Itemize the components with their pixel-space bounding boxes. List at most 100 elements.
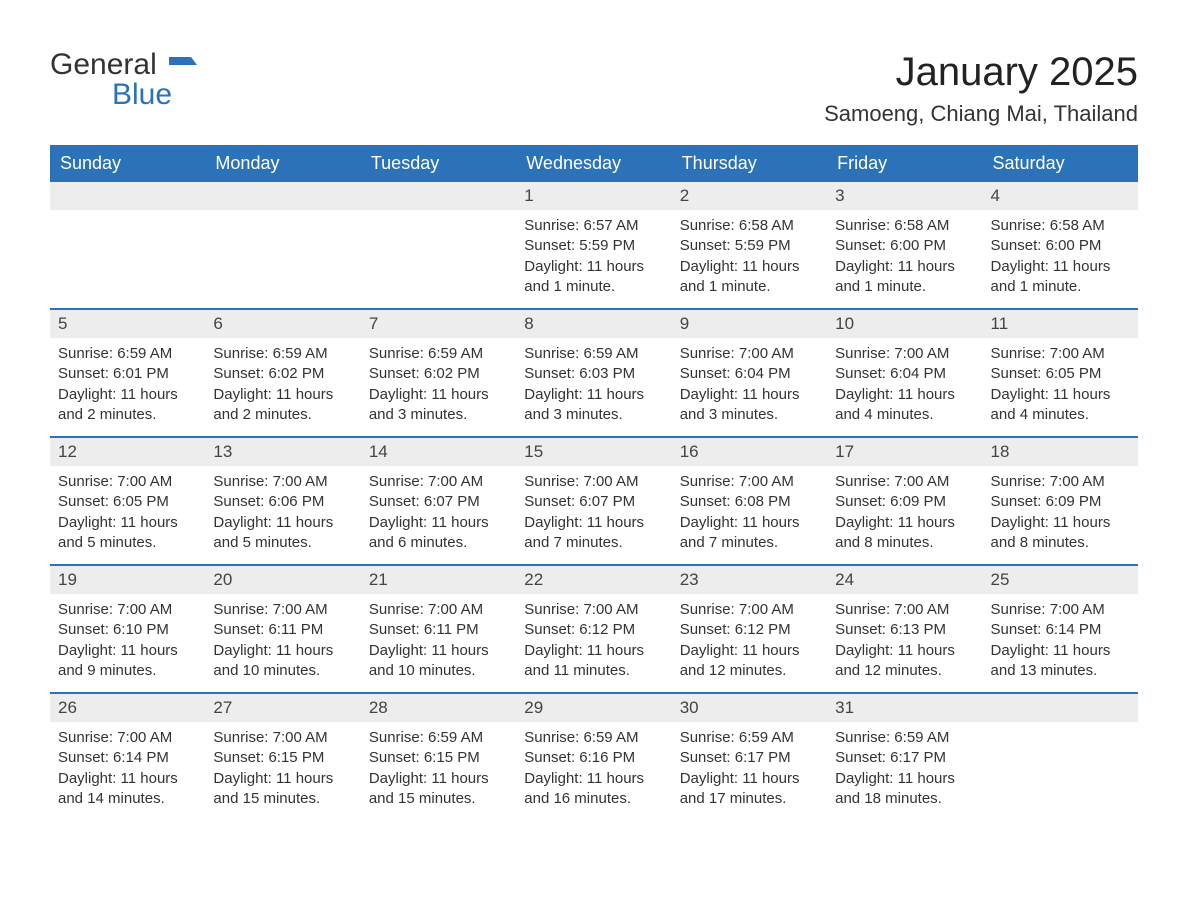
day-number: 30 bbox=[672, 694, 827, 722]
day-header-wed: Wednesday bbox=[516, 145, 671, 182]
sunrise-text: Sunrise: 7:00 AM bbox=[213, 600, 352, 620]
daylight-text: Daylight: 11 hours and 1 minute. bbox=[991, 257, 1130, 298]
day-number bbox=[361, 182, 516, 210]
calendar-week: 12Sunrise: 7:00 AMSunset: 6:05 PMDayligh… bbox=[50, 436, 1138, 564]
calendar-cell: 26Sunrise: 7:00 AMSunset: 6:14 PMDayligh… bbox=[50, 694, 205, 820]
calendar-cell: 4Sunrise: 6:58 AMSunset: 6:00 PMDaylight… bbox=[983, 182, 1138, 308]
day-number: 21 bbox=[361, 566, 516, 594]
sunrise-text: Sunrise: 6:58 AM bbox=[991, 216, 1130, 236]
sunrise-text: Sunrise: 6:59 AM bbox=[213, 344, 352, 364]
daylight-text: Daylight: 11 hours and 3 minutes. bbox=[524, 385, 663, 426]
sunset-text: Sunset: 6:10 PM bbox=[58, 620, 197, 640]
calendar-header-row: Sunday Monday Tuesday Wednesday Thursday… bbox=[50, 145, 1138, 182]
daylight-text: Daylight: 11 hours and 13 minutes. bbox=[991, 641, 1130, 682]
calendar-cell: 13 Sunrise: 7:00 AMSunset: 6:06 PMDayligh… bbox=[205, 438, 360, 564]
calendar-cell: 6Sunrise: 6:59 AMSunset: 6:02 PMDaylight… bbox=[205, 310, 360, 436]
daylight-text: Daylight: 11 hours and 5 minutes. bbox=[213, 513, 352, 554]
day-number: 13 bbox=[205, 438, 360, 466]
sunset-text: Sunset: 6:14 PM bbox=[58, 748, 197, 768]
day-number: 5 bbox=[50, 310, 205, 338]
calendar-body: 1Sunrise: 6:57 AMSunset: 5:59 PMDaylight… bbox=[50, 182, 1138, 820]
daylight-text: Daylight: 11 hours and 12 minutes. bbox=[835, 641, 974, 682]
daylight-text: Daylight: 11 hours and 1 minute. bbox=[680, 257, 819, 298]
sunrise-text: Sunrise: 7:00 AM bbox=[369, 600, 508, 620]
sunrise-text: Sunrise: 7:00 AM bbox=[680, 472, 819, 492]
day-info: Sunrise: 7:00 AMSunset: 6:11 PMDaylight:… bbox=[361, 594, 516, 691]
day-number: 23 bbox=[672, 566, 827, 594]
day-number: 1 bbox=[516, 182, 671, 210]
sunrise-text: Sunrise: 6:57 AM bbox=[524, 216, 663, 236]
sunrise-text: Sunrise: 6:59 AM bbox=[369, 728, 508, 748]
day-info: Sunrise: 6:59 AMSunset: 6:01 PMDaylight:… bbox=[50, 338, 205, 435]
sunset-text: Sunset: 6:00 PM bbox=[991, 236, 1130, 256]
calendar-cell bbox=[983, 694, 1138, 820]
day-info: Sunrise: 6:59 AMSunset: 6:02 PMDaylight:… bbox=[361, 338, 516, 435]
day-number: 20 bbox=[205, 566, 360, 594]
sunset-text: Sunset: 6:09 PM bbox=[991, 492, 1130, 512]
sunset-text: Sunset: 6:03 PM bbox=[524, 364, 663, 384]
sunrise-text: Sunrise: 6:59 AM bbox=[524, 728, 663, 748]
day-number bbox=[50, 182, 205, 210]
day-info: Sunrise: 7:00 AMSunset: 6:07 PMDaylight:… bbox=[516, 466, 671, 563]
sunset-text: Sunset: 6:07 PM bbox=[369, 492, 508, 512]
calendar-cell: 1Sunrise: 6:57 AMSunset: 5:59 PMDaylight… bbox=[516, 182, 671, 308]
day-info: Sunrise: 7:00 AMSunset: 6:08 PMDaylight:… bbox=[672, 466, 827, 563]
day-header-mon: Monday bbox=[205, 145, 360, 182]
day-info: Sunrise: 6:59 AMSunset: 6:16 PMDaylight:… bbox=[516, 722, 671, 819]
day-number: 7 bbox=[361, 310, 516, 338]
day-number: 12 bbox=[50, 438, 205, 466]
day-info: Sunrise: 6:59 AMSunset: 6:15 PMDaylight:… bbox=[361, 722, 516, 819]
logo-text-blue: Blue bbox=[112, 78, 172, 111]
sunrise-text: Sunrise: 7:00 AM bbox=[524, 600, 663, 620]
calendar-cell: 14Sunrise: 7:00 AMSunset: 6:07 PMDayligh… bbox=[361, 438, 516, 564]
daylight-text: Daylight: 11 hours and 3 minutes. bbox=[369, 385, 508, 426]
daylight-text: Daylight: 11 hours and 4 minutes. bbox=[991, 385, 1130, 426]
calendar-cell: 28Sunrise: 6:59 AMSunset: 6:15 PMDayligh… bbox=[361, 694, 516, 820]
calendar-cell: 12Sunrise: 7:00 AMSunset: 6:05 PMDayligh… bbox=[50, 438, 205, 564]
sunset-text: Sunset: 6:06 PM bbox=[213, 492, 352, 512]
sunrise-text: Sunrise: 7:00 AM bbox=[369, 472, 508, 492]
day-number: 29 bbox=[516, 694, 671, 722]
day-number: 15 bbox=[516, 438, 671, 466]
calendar-cell: 9Sunrise: 7:00 AMSunset: 6:04 PMDaylight… bbox=[672, 310, 827, 436]
day-number: 26 bbox=[50, 694, 205, 722]
calendar-cell: 23Sunrise: 7:00 AMSunset: 6:12 PMDayligh… bbox=[672, 566, 827, 692]
sunrise-text: Sunrise: 7:00 AM bbox=[213, 472, 352, 492]
daylight-text: Daylight: 11 hours and 12 minutes. bbox=[680, 641, 819, 682]
sunset-text: Sunset: 6:11 PM bbox=[369, 620, 508, 640]
daylight-text: Daylight: 11 hours and 16 minutes. bbox=[524, 769, 663, 810]
calendar-cell: 31Sunrise: 6:59 AMSunset: 6:17 PMDayligh… bbox=[827, 694, 982, 820]
daylight-text: Daylight: 11 hours and 14 minutes. bbox=[58, 769, 197, 810]
sunrise-text: Sunrise: 7:00 AM bbox=[680, 344, 819, 364]
calendar-week: 19Sunrise: 7:00 AMSunset: 6:10 PMDayligh… bbox=[50, 564, 1138, 692]
sunset-text: Sunset: 6:12 PM bbox=[524, 620, 663, 640]
day-number: 9 bbox=[672, 310, 827, 338]
title-block: January 2025 Samoeng, Chiang Mai, Thaila… bbox=[824, 50, 1138, 127]
day-number: 31 bbox=[827, 694, 982, 722]
sunrise-text: Sunrise: 7:00 AM bbox=[835, 600, 974, 620]
sunrise-text: Sunrise: 6:59 AM bbox=[369, 344, 508, 364]
sunrise-text: Sunrise: 7:00 AM bbox=[213, 728, 352, 748]
calendar-cell: 20Sunrise: 7:00 AMSunset: 6:11 PMDayligh… bbox=[205, 566, 360, 692]
daylight-text: Daylight: 11 hours and 18 minutes. bbox=[835, 769, 974, 810]
logo-text-general: General bbox=[50, 48, 157, 81]
daylight-text: Daylight: 11 hours and 11 minutes. bbox=[524, 641, 663, 682]
sunset-text: Sunset: 6:02 PM bbox=[369, 364, 508, 384]
daylight-text: Daylight: 11 hours and 2 minutes. bbox=[213, 385, 352, 426]
calendar-cell: 30Sunrise: 6:59 AMSunset: 6:17 PMDayligh… bbox=[672, 694, 827, 820]
day-info: Sunrise: 6:58 AMSunset: 6:00 PMDaylight:… bbox=[983, 210, 1138, 307]
daylight-text: Daylight: 11 hours and 8 minutes. bbox=[991, 513, 1130, 554]
sunrise-text: Sunrise: 7:00 AM bbox=[991, 472, 1130, 492]
sunrise-text: Sunrise: 7:00 AM bbox=[991, 344, 1130, 364]
calendar-week: 26Sunrise: 7:00 AMSunset: 6:14 PMDayligh… bbox=[50, 692, 1138, 820]
daylight-text: Daylight: 11 hours and 1 minute. bbox=[524, 257, 663, 298]
day-info: Sunrise: 6:59 AMSunset: 6:02 PMDaylight:… bbox=[205, 338, 360, 435]
sunset-text: Sunset: 6:15 PM bbox=[369, 748, 508, 768]
day-info: Sunrise: 6:59 AMSunset: 6:03 PMDaylight:… bbox=[516, 338, 671, 435]
day-info: Sunrise: 7:00 AMSunset: 6:11 PMDaylight:… bbox=[205, 594, 360, 691]
calendar-cell: 16Sunrise: 7:00 AMSunset: 6:08 PMDayligh… bbox=[672, 438, 827, 564]
calendar-cell: 29Sunrise: 6:59 AMSunset: 6:16 PMDayligh… bbox=[516, 694, 671, 820]
sunrise-text: Sunrise: 6:59 AM bbox=[835, 728, 974, 748]
day-number: 28 bbox=[361, 694, 516, 722]
day-header-thu: Thursday bbox=[672, 145, 827, 182]
